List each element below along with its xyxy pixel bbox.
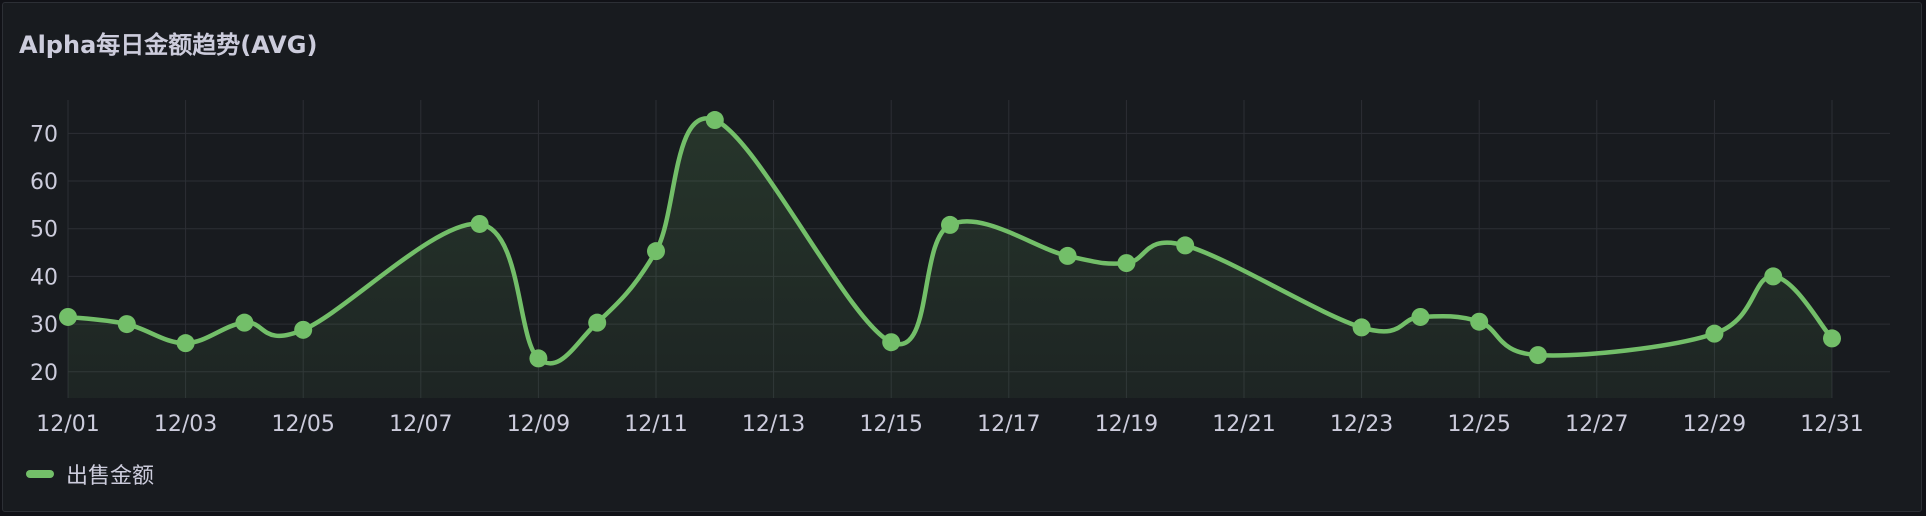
x-tick-label: 12/17	[977, 412, 1040, 437]
data-point[interactable]	[1529, 346, 1547, 365]
data-point[interactable]	[1705, 324, 1724, 343]
data-point[interactable]	[1764, 267, 1783, 286]
y-tick-label: 60	[30, 170, 58, 195]
panel-title: Alpha每日金额趋势(AVG)	[19, 31, 318, 59]
data-point[interactable]	[294, 320, 313, 339]
x-tick-label: 12/19	[1095, 412, 1158, 437]
data-point[interactable]	[1058, 246, 1077, 265]
data-point[interactable]	[1117, 254, 1136, 273]
legend[interactable]: 出售金额	[26, 458, 154, 490]
x-tick-label: 12/07	[389, 412, 452, 437]
data-point[interactable]	[1411, 307, 1430, 326]
x-tick-label: 12/23	[1330, 412, 1393, 437]
x-tick-label: 12/29	[1683, 412, 1746, 437]
data-point[interactable]	[235, 313, 254, 332]
data-point[interactable]	[1470, 312, 1489, 331]
data-point[interactable]	[882, 333, 901, 352]
data-point[interactable]	[1176, 236, 1195, 255]
data-point[interactable]	[588, 313, 607, 332]
y-tick-label: 70	[30, 122, 58, 147]
x-tick-label: 12/05	[271, 412, 334, 437]
legend-label[interactable]: 出售金额	[66, 464, 155, 489]
series-line	[65, 116, 1835, 366]
x-tick-label: 12/25	[1447, 412, 1510, 437]
data-point[interactable]	[705, 111, 724, 130]
data-point[interactable]	[1352, 318, 1371, 337]
data-point[interactable]	[1823, 329, 1841, 348]
legend-swatch	[26, 470, 54, 478]
y-tick-label: 40	[30, 265, 58, 290]
x-tick-label: 12/27	[1565, 412, 1628, 437]
x-tick-label: 12/31	[1800, 412, 1863, 437]
y-tick-label: 30	[30, 313, 58, 338]
series-area	[68, 118, 1832, 398]
series-line-path	[65, 116, 1835, 366]
x-tick-label: 12/03	[154, 412, 217, 437]
data-point[interactable]	[941, 215, 959, 234]
y-tick-label: 20	[30, 361, 58, 386]
x-tick-label: 12/21	[1212, 412, 1275, 437]
y-tick-label: 50	[30, 218, 58, 243]
data-point[interactable]	[529, 349, 548, 368]
x-tick-label: 12/11	[624, 412, 687, 437]
data-points	[59, 111, 1841, 368]
x-axis-ticks: 12/01 12/03 12/05 12/07 12/09 12/11 12/13 12/15…	[36, 412, 1863, 437]
x-tick-label: 12/01	[36, 412, 99, 437]
data-point[interactable]	[647, 242, 665, 261]
data-point[interactable]	[176, 334, 195, 353]
data-point[interactable]	[117, 315, 136, 334]
x-tick-label: 12/13	[742, 412, 805, 437]
x-tick-label: 12/09	[507, 412, 570, 437]
data-point[interactable]	[59, 307, 77, 326]
area-fill	[68, 118, 1832, 398]
y-axis-ticks: 70 60 50 40 30 20	[30, 122, 58, 385]
x-tick-label: 12/15	[859, 412, 922, 437]
data-point[interactable]	[470, 214, 489, 233]
